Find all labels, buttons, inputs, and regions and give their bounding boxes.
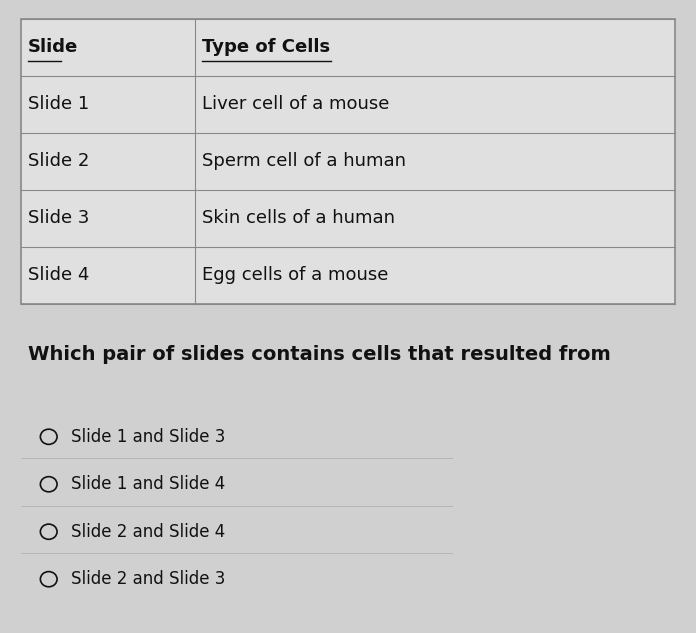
- Text: Slide 2 and Slide 4: Slide 2 and Slide 4: [71, 523, 226, 541]
- Text: Slide: Slide: [28, 39, 78, 56]
- Text: Type of Cells: Type of Cells: [202, 39, 330, 56]
- FancyBboxPatch shape: [21, 19, 675, 304]
- Text: Slide 1 and Slide 4: Slide 1 and Slide 4: [71, 475, 226, 493]
- Text: Which pair of slides contains cells that resulted from: Which pair of slides contains cells that…: [0, 632, 1, 633]
- Text: Egg cells of a mouse: Egg cells of a mouse: [202, 266, 388, 284]
- Text: Slide 2: Slide 2: [28, 153, 89, 170]
- Text: Sperm cell of a human: Sperm cell of a human: [202, 153, 406, 170]
- Text: Slide 4: Slide 4: [28, 266, 89, 284]
- Text: Slide 1: Slide 1: [28, 96, 89, 113]
- Text: Slide 3: Slide 3: [28, 210, 89, 227]
- Text: Slide 2 and Slide 3: Slide 2 and Slide 3: [71, 570, 226, 588]
- Text: Liver cell of a mouse: Liver cell of a mouse: [202, 96, 389, 113]
- Text: Which pair of slides contains cells that resulted from: Which pair of slides contains cells that…: [28, 345, 617, 364]
- Text: Skin cells of a human: Skin cells of a human: [202, 210, 395, 227]
- Text: Slide 1 and Slide 3: Slide 1 and Slide 3: [71, 428, 226, 446]
